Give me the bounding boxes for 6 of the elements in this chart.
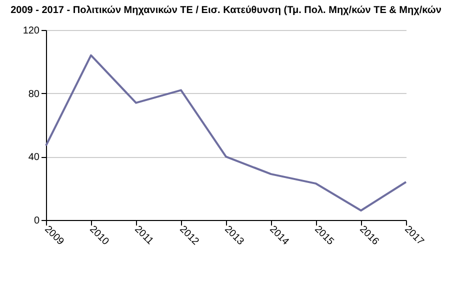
y-tick-label: 120: [22, 26, 40, 36]
y-tick-label: 80: [28, 88, 40, 100]
y-tick-label: 0: [34, 216, 40, 226]
chart-title: 2009 - 2017 - Πολιτικών Μηχανικών ΤΕ / Εισ. Κατεύθυνση (Τμ. Πολ. Μηχ/κών ΤΕ & Μηχ/κών: [10, 5, 442, 16]
line-series: [45, 54, 407, 212]
y-tick-label: 40: [28, 152, 40, 164]
